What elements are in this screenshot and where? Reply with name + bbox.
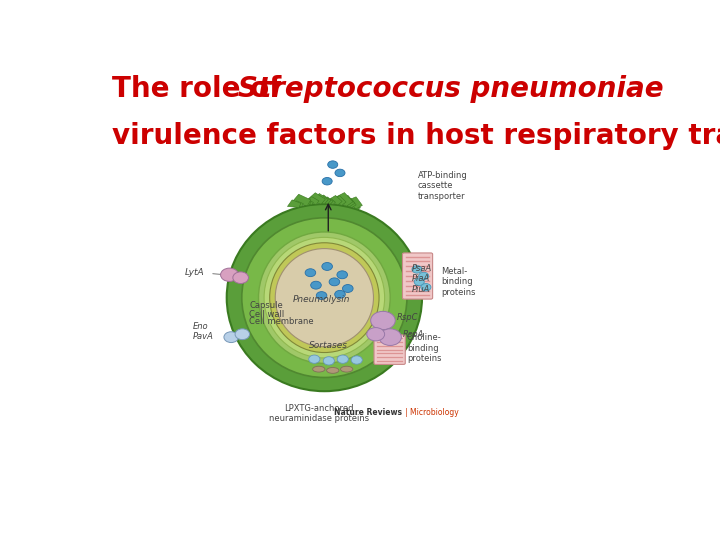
Polygon shape	[311, 193, 328, 204]
Circle shape	[418, 272, 428, 280]
Polygon shape	[293, 201, 303, 207]
Text: Nature Reviews: Nature Reviews	[335, 408, 402, 417]
Text: Streptococcus pneumoniae: Streptococcus pneumoniae	[238, 75, 664, 103]
Text: Metal-
binding
proteins: Metal- binding proteins	[441, 267, 476, 297]
Ellipse shape	[227, 204, 422, 391]
Circle shape	[235, 329, 250, 340]
Polygon shape	[287, 200, 301, 207]
Ellipse shape	[327, 368, 339, 373]
Text: The role of: The role of	[112, 75, 292, 103]
Text: ATP-binding
cassette
transporter: ATP-binding cassette transporter	[418, 171, 467, 201]
Text: Cell membrane: Cell membrane	[249, 318, 314, 326]
Circle shape	[322, 178, 332, 185]
Circle shape	[329, 278, 340, 286]
Circle shape	[335, 291, 346, 298]
Text: Cell wall: Cell wall	[249, 310, 284, 319]
Circle shape	[337, 355, 348, 363]
Text: RspA: RspA	[402, 330, 424, 339]
Circle shape	[309, 355, 320, 363]
Ellipse shape	[258, 232, 390, 363]
Polygon shape	[332, 193, 353, 206]
Text: RspC: RspC	[397, 313, 418, 322]
Ellipse shape	[341, 366, 353, 372]
Circle shape	[421, 284, 431, 291]
Polygon shape	[345, 197, 362, 209]
FancyBboxPatch shape	[374, 335, 405, 365]
Circle shape	[337, 271, 348, 279]
Circle shape	[351, 356, 362, 364]
Text: Sortases: Sortases	[310, 341, 348, 350]
Text: Pneumolysin: Pneumolysin	[293, 295, 351, 304]
Circle shape	[414, 278, 424, 286]
Text: Eno
PavA: Eno PavA	[193, 322, 214, 341]
Polygon shape	[316, 195, 331, 204]
Text: Choline-
binding
proteins: Choline- binding proteins	[407, 334, 441, 363]
FancyBboxPatch shape	[402, 253, 433, 299]
Ellipse shape	[275, 248, 374, 347]
Circle shape	[233, 272, 248, 284]
Ellipse shape	[264, 238, 384, 358]
Polygon shape	[352, 204, 361, 210]
Polygon shape	[306, 197, 319, 205]
Polygon shape	[322, 197, 333, 204]
Text: | Microbiology: | Microbiology	[405, 408, 459, 417]
Polygon shape	[305, 200, 313, 205]
Circle shape	[224, 332, 238, 342]
Text: virulence factors in host respiratory tract: virulence factors in host respiratory tr…	[112, 122, 720, 150]
Circle shape	[371, 312, 395, 329]
Text: PsaA
PiaA
PiuA: PsaA PiaA PiuA	[411, 264, 432, 294]
Circle shape	[379, 329, 401, 346]
Ellipse shape	[312, 366, 325, 372]
Text: LPXTG-anchored
neuraminidase proteins: LPXTG-anchored neuraminidase proteins	[269, 404, 369, 423]
Circle shape	[366, 328, 384, 341]
Circle shape	[316, 292, 327, 300]
Circle shape	[305, 269, 315, 276]
Circle shape	[323, 357, 334, 365]
Polygon shape	[328, 195, 342, 205]
Polygon shape	[331, 195, 346, 205]
Polygon shape	[291, 194, 311, 206]
Polygon shape	[326, 199, 336, 205]
Circle shape	[412, 266, 422, 273]
Polygon shape	[343, 199, 356, 207]
Circle shape	[322, 262, 333, 271]
Polygon shape	[307, 193, 325, 204]
Text: LytA: LytA	[185, 268, 204, 277]
Ellipse shape	[242, 218, 407, 377]
Ellipse shape	[270, 243, 379, 353]
Circle shape	[328, 161, 338, 168]
Circle shape	[220, 268, 238, 281]
Polygon shape	[300, 199, 311, 205]
Circle shape	[311, 281, 321, 289]
Circle shape	[335, 169, 345, 177]
Text: Capsule: Capsule	[249, 301, 283, 309]
Circle shape	[343, 285, 353, 293]
Polygon shape	[338, 195, 355, 207]
